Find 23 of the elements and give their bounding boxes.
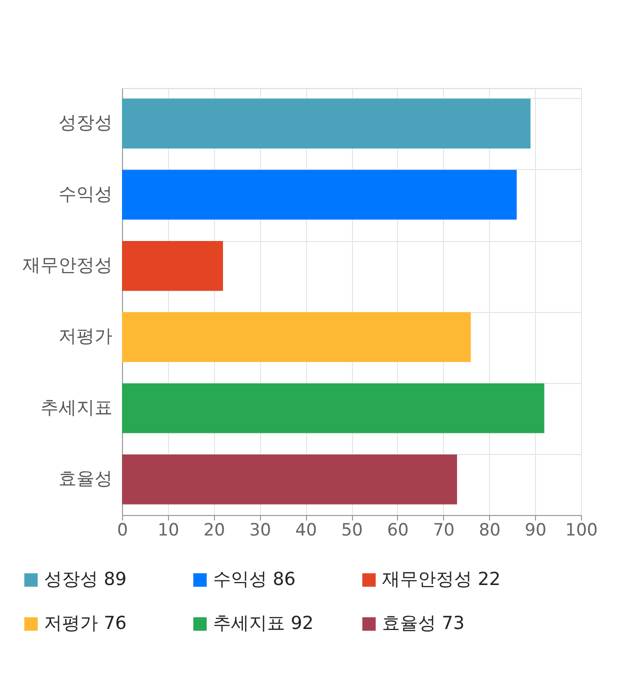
x-tick-label: 40 (295, 520, 317, 540)
x-tick-label: 20 (203, 520, 226, 540)
y-tick-label: 추세지표 (40, 397, 112, 418)
x-tick-label: 70 (432, 520, 455, 540)
x-tick-label: 60 (387, 520, 409, 540)
x-tick-label: 50 (341, 520, 363, 540)
y-tick-label: 재무안정성 (22, 254, 112, 276)
legend-label: 효율성 73 (382, 613, 465, 634)
legend-label: 성장성 89 (44, 569, 127, 590)
x-tick-label: 10 (158, 520, 180, 540)
legend-label: 저평가 76 (44, 613, 127, 634)
x-tick-label: 90 (524, 520, 546, 540)
x-tick-label: 100 (565, 520, 598, 540)
x-tick-label: 30 (249, 520, 272, 540)
legend-label: 수익성 86 (213, 569, 296, 590)
legend-label: 재무안정성 22 (382, 569, 501, 590)
x-tick-label: 80 (478, 520, 501, 540)
y-tick-label: 성장성 (58, 112, 112, 134)
y-tick-label: 수익성 (58, 184, 112, 205)
x-tick-label: 0 (117, 520, 128, 540)
legend-label: 추세지표 92 (213, 613, 314, 634)
y-tick-label: 효율성 (58, 468, 112, 490)
y-tick-label: 저평가 (58, 326, 112, 348)
